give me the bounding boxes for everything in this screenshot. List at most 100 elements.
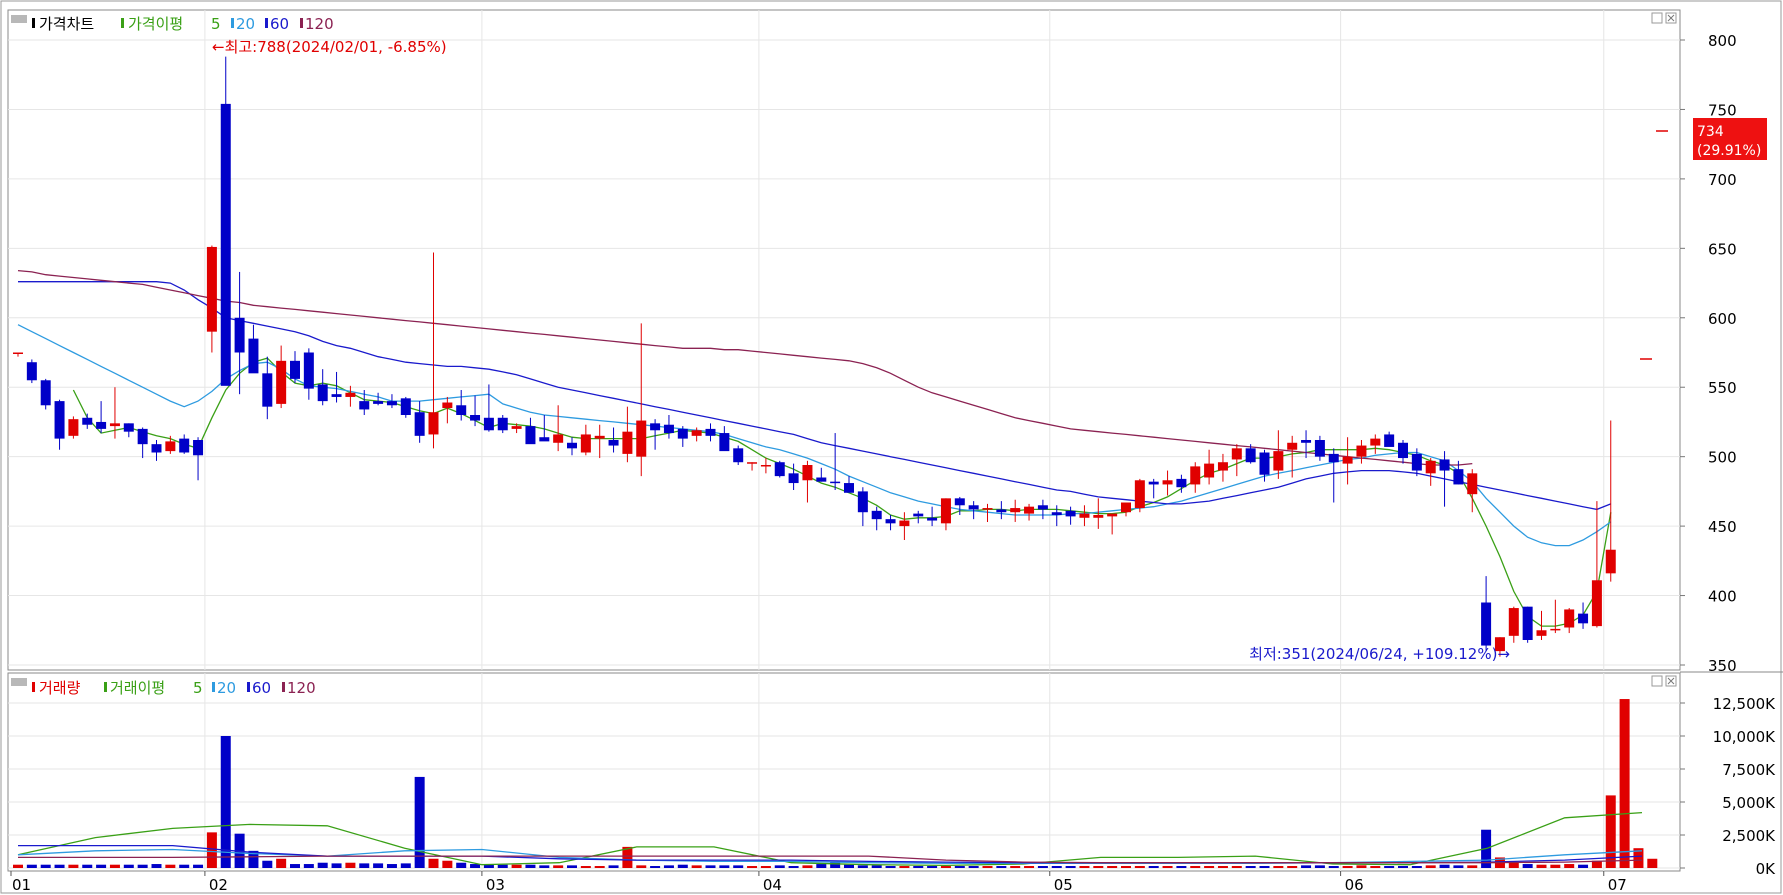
- volume-bar: [1578, 864, 1589, 868]
- candle-body: [1259, 452, 1270, 475]
- price-ma120-line: [17, 269, 1473, 466]
- volume-bar: [359, 863, 370, 868]
- candle-body: [151, 444, 162, 453]
- price-panel-frame: [7, 9, 1681, 671]
- candle-body: [927, 517, 938, 521]
- candle-body: [1564, 609, 1575, 628]
- maximize-icon[interactable]: [1651, 12, 1663, 24]
- volume-bar: [1010, 866, 1021, 868]
- volume-bar: [940, 866, 951, 868]
- candle-body: [899, 520, 910, 527]
- volume-bar: [1079, 866, 1090, 868]
- volume-bar: [1134, 866, 1145, 868]
- candle-body: [248, 338, 259, 374]
- legend-volume-title: 거래량: [39, 679, 81, 697]
- volume-bar: [303, 864, 314, 868]
- volume-bar: [1217, 866, 1228, 868]
- high-annotation: ←최고:788(2024/02/01, -6.85%): [212, 38, 447, 56]
- volume-bar: [802, 865, 813, 868]
- volume-bar: [511, 864, 522, 868]
- price-ma5-line: [72, 357, 1612, 627]
- volume-bar: [1384, 866, 1395, 868]
- candle-body: [539, 437, 550, 442]
- candle-body: [1536, 630, 1547, 636]
- candle-body: [1550, 628, 1561, 631]
- volume-bar: [248, 850, 259, 868]
- legend-volume-ma20: 20: [217, 679, 236, 697]
- candle-body: [179, 438, 190, 453]
- candle-body: [1079, 513, 1090, 518]
- candle-body: [553, 434, 564, 443]
- candle-body: [40, 380, 51, 406]
- current-price-value: 734: [1697, 124, 1724, 140]
- volume-bar: [1051, 866, 1062, 868]
- maximize-icon[interactable]: [1651, 675, 1663, 687]
- candle-body: [165, 441, 176, 452]
- volume-bar: [1522, 864, 1533, 868]
- candle-body: [705, 428, 716, 436]
- candle-body: [1010, 508, 1021, 513]
- candle-body: [677, 428, 688, 439]
- volume-bar: [345, 862, 356, 868]
- volume-bar: [456, 862, 467, 868]
- candle-body: [456, 405, 467, 415]
- candle-body: [954, 498, 965, 506]
- volume-bar: [580, 866, 591, 868]
- volume-bar: [483, 864, 494, 868]
- candle-body: [747, 462, 758, 464]
- candle-body: [96, 421, 107, 429]
- volume-panel-frame: [7, 672, 1681, 872]
- volume-bar: [1162, 866, 1173, 868]
- volume-bar: [608, 865, 619, 868]
- volume-bar: [774, 865, 785, 868]
- volume-bar: [1370, 866, 1381, 868]
- candle-body: [234, 317, 245, 353]
- volume-bar: [1439, 864, 1450, 868]
- volume-bar: [206, 832, 217, 868]
- candle-body: [1176, 478, 1187, 488]
- candle-body: [1204, 463, 1215, 478]
- volume-bar: [830, 862, 841, 868]
- legend-volume-ma120: 120: [287, 679, 316, 697]
- volume-bar: [1148, 866, 1159, 868]
- volume-bar: [913, 866, 924, 868]
- candle-body: [290, 360, 300, 379]
- volume-bar: [899, 866, 910, 868]
- volume-bar: [1647, 858, 1658, 868]
- candle-body: [359, 401, 370, 410]
- candle-body: [1107, 513, 1118, 517]
- candle-body: [1231, 448, 1242, 460]
- candle-body: [1591, 580, 1602, 627]
- candle-body: [1384, 434, 1395, 447]
- volume-bar: [871, 865, 882, 868]
- volume-bar: [1425, 865, 1436, 868]
- candle-body: [1273, 451, 1284, 471]
- volume-bar: [1411, 866, 1422, 868]
- volume-tick-label: 2,500K: [1722, 827, 1776, 845]
- volume-bar: [885, 866, 896, 868]
- panel-menu-icon[interactable]: [11, 678, 27, 686]
- price-tick-label: 450: [1708, 518, 1737, 536]
- candle-body: [1398, 442, 1408, 459]
- price-ma60-line: [18, 281, 1612, 511]
- candle-body: [940, 498, 951, 524]
- candle-body: [1328, 453, 1339, 463]
- volume-bar: [1107, 866, 1118, 868]
- candle-body: [428, 412, 439, 435]
- volume-bar: [1273, 866, 1284, 868]
- volume-bar: [996, 866, 1007, 868]
- volume-bar: [705, 865, 716, 868]
- volume-bar: [1314, 865, 1325, 868]
- volume-bar: [857, 865, 868, 868]
- panel-menu-icon[interactable]: [11, 15, 27, 23]
- candle-body: [1051, 512, 1062, 515]
- candle-body: [733, 448, 744, 463]
- volume-bar: [470, 864, 481, 868]
- volume-bar: [1301, 865, 1312, 868]
- volume-bar: [1204, 866, 1215, 868]
- candle-body: [1093, 515, 1104, 518]
- volume-bar: [1231, 866, 1242, 868]
- candle-body: [220, 103, 231, 386]
- legend-swatch-vma120: [282, 682, 285, 692]
- x-axis: 01 02 03 04 05 06 07: [10, 871, 1627, 894]
